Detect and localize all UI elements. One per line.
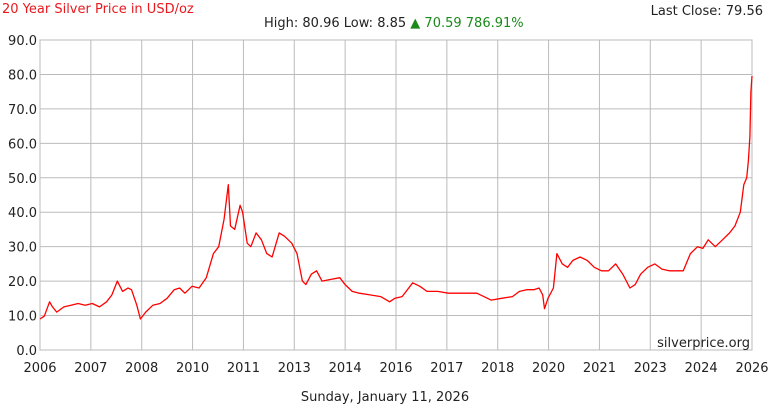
silver-price-line [39,75,753,320]
x-tick-label: 2020 [532,361,565,376]
y-tick-label: 80.0 [8,68,37,83]
x-tick-label: 2008 [125,361,158,376]
price-stats: High: 80.96 Low: 8.85 ▲ 70.59 786.91% [264,16,524,31]
last-close-label: Last Close: [650,4,722,19]
last-close-value: 79.56 [725,4,763,19]
high-label: High: [264,16,299,31]
x-tick-label: 2014 [329,361,362,376]
y-tick-label: 60.0 [8,137,37,152]
x-tick-label: 2018 [481,361,514,376]
y-tick-label: 40.0 [8,206,37,221]
x-tick-label: 2026 [735,361,768,376]
y-tick-label: 10.0 [8,310,37,325]
x-tick-label: 2006 [23,361,56,376]
x-tick-label: 2016 [379,361,412,376]
x-tick-label: 2007 [74,361,107,376]
change-percent: 786.91% [465,16,524,31]
chart-title: 20 Year Silver Price in USD/oz [2,2,194,17]
x-tick-label: 2010 [176,361,209,376]
high-value: 80.96 [302,16,340,31]
low-value: 8.85 [377,16,407,31]
x-tick-label: 2013 [278,361,311,376]
x-tick-label: 2017 [430,361,463,376]
y-tick-label: 90.0 [8,34,37,49]
last-close: Last Close: 79.56 [651,4,763,19]
y-tick-label: 30.0 [8,241,37,256]
y-tick-label: 20.0 [8,275,37,290]
triangle-up-icon: ▲ [410,16,421,31]
y-tick-label: 70.0 [8,103,37,118]
x-tick-label: 2023 [634,361,667,376]
watermark: silverprice.org [657,336,750,351]
y-tick-label: 50.0 [8,172,37,187]
x-tick-label: 2024 [685,361,718,376]
x-tick-label: 2011 [227,361,260,376]
change-value: 70.59 [424,16,462,31]
footer-date: Sunday, January 11, 2026 [300,390,470,405]
y-tick-label: 0.0 [16,344,37,359]
x-tick-label: 2021 [583,361,616,376]
low-label: Low: [343,16,374,31]
